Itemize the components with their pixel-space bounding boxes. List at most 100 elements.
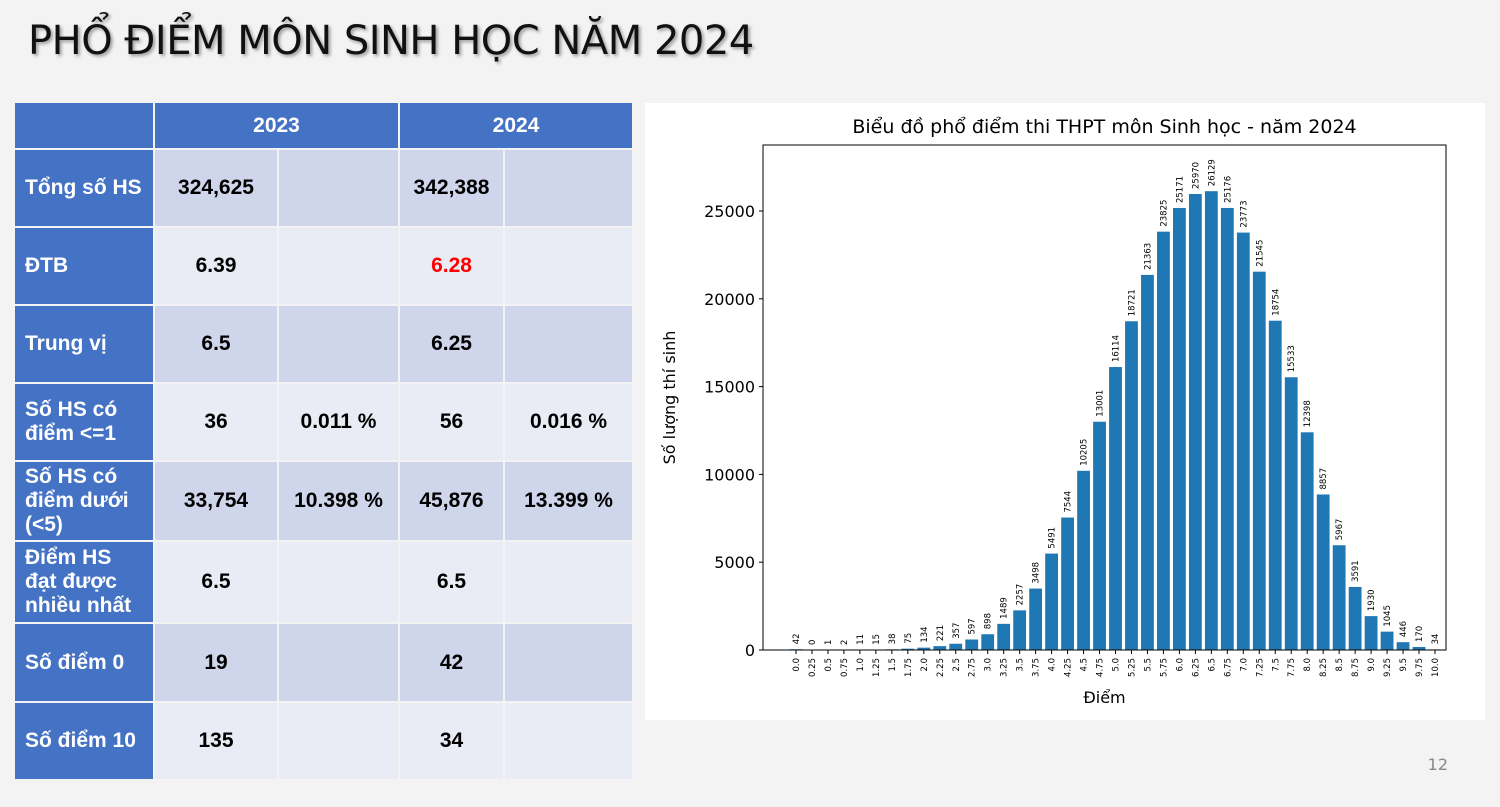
x-tick-label: 3.5 xyxy=(1016,658,1026,672)
bar-value-label: 15533 xyxy=(1287,345,1297,372)
page-number: 12 xyxy=(1427,755,1448,774)
y-tick-label: 15000 xyxy=(704,378,755,397)
row-label: Số điểm 10 xyxy=(15,703,153,779)
y-axis-label: Số lượng thí sinh xyxy=(660,331,679,465)
bar xyxy=(1284,377,1298,650)
bar xyxy=(1125,321,1138,650)
x-tick-label: 4.75 xyxy=(1096,658,1106,677)
value-2024: 34 xyxy=(400,703,503,779)
bar xyxy=(981,634,995,650)
x-tick-label: 7.25 xyxy=(1255,658,1265,677)
value-2023: 36 xyxy=(155,384,277,460)
value-2023: 19 xyxy=(155,624,277,701)
x-tick-label: 5.0 xyxy=(1112,658,1122,672)
x-tick-label: 7.5 xyxy=(1271,658,1281,672)
bar xyxy=(1300,432,1314,650)
table-row: Số HS có điểm <=1 36 0.011 % 56 0.016 % xyxy=(15,384,632,460)
x-tick-label: 8.75 xyxy=(1351,658,1361,677)
bar-value-label: 34 xyxy=(1431,634,1441,645)
bar-value-label: 170 xyxy=(1415,626,1425,642)
bar xyxy=(1157,231,1170,650)
bar-value-label: 357 xyxy=(952,622,962,638)
bar xyxy=(1380,631,1394,650)
value-2024: 342,388 xyxy=(400,150,503,226)
table-row: Số HS có điểm dưới (<5) 33,754 10.398 % 45,… xyxy=(15,462,632,540)
bar-value-label: 898 xyxy=(984,613,994,629)
bar-value-label: 26129 xyxy=(1207,159,1217,186)
x-tick-label: 0.5 xyxy=(824,658,834,672)
x-tick-label: 4.5 xyxy=(1080,658,1090,672)
value-2024: 56 xyxy=(400,384,503,460)
percent-2024 xyxy=(505,306,632,382)
bar xyxy=(1332,545,1346,650)
value-2024: 6.25 xyxy=(400,306,503,382)
percent-2023 xyxy=(279,150,398,226)
x-tick-label: 6.75 xyxy=(1223,658,1233,677)
x-tick-label: 6.25 xyxy=(1191,658,1201,677)
y-tick-label: 5000 xyxy=(714,553,755,572)
y-tick-label: 0 xyxy=(745,641,755,660)
bar-value-label: 1 xyxy=(824,640,834,645)
bar-value-label: 1489 xyxy=(1000,597,1010,619)
percent-2023 xyxy=(279,228,398,304)
bar-value-label: 23825 xyxy=(1159,200,1169,227)
bar-value-label: 25970 xyxy=(1191,162,1201,189)
x-tick-label: 8.0 xyxy=(1303,658,1313,672)
bar-value-label: 597 xyxy=(968,618,978,634)
percent-2023 xyxy=(279,624,398,701)
percent-2024 xyxy=(505,624,632,701)
bar-value-label: 10205 xyxy=(1080,439,1090,466)
bar xyxy=(1364,616,1378,650)
row-label: Điểm HS đạt được nhiều nhất xyxy=(15,542,153,622)
bar xyxy=(1013,610,1027,650)
chart-title: Biểu đồ phổ điểm thi THPT môn Sinh học -… xyxy=(852,116,1356,138)
value-2023: 6.39 xyxy=(155,228,277,304)
x-tick-label: 9.5 xyxy=(1399,658,1409,672)
bar-value-label: 12398 xyxy=(1303,400,1313,427)
page-title: PHỔ ĐIỂM MÔN SINH HỌC NĂM 2024 xyxy=(28,18,754,64)
bar xyxy=(917,647,931,650)
x-tick-label: 10.0 xyxy=(1431,658,1441,677)
percent-2024: 0.016 % xyxy=(505,384,632,460)
bar-value-label: 18721 xyxy=(1127,289,1137,316)
row-label: Số điểm 0 xyxy=(15,624,153,701)
bar xyxy=(949,643,963,650)
bar-value-label: 8857 xyxy=(1319,468,1329,490)
bar-value-label: 18754 xyxy=(1271,289,1281,316)
percent-2024 xyxy=(505,703,632,779)
x-tick-label: 2.25 xyxy=(936,658,946,677)
bar-value-label: 134 xyxy=(920,626,930,642)
value-2024: 42 xyxy=(400,624,503,701)
x-tick-label: 9.25 xyxy=(1383,658,1393,677)
x-tick-label: 5.75 xyxy=(1159,658,1169,677)
bar xyxy=(1204,191,1218,650)
x-tick-label: 1.75 xyxy=(904,658,914,677)
x-tick-label: 9.0 xyxy=(1367,658,1377,672)
x-tick-label: 3.75 xyxy=(1032,658,1042,677)
row-label: Số HS có điểm <=1 xyxy=(15,384,153,460)
x-tick-label: 5.5 xyxy=(1143,658,1153,672)
percent-2024 xyxy=(505,228,632,304)
x-tick-label: 5.25 xyxy=(1127,658,1137,677)
bar-value-label: 2257 xyxy=(1016,584,1026,606)
bar-value-label: 21545 xyxy=(1255,240,1265,267)
value-2023: 135 xyxy=(155,703,277,779)
x-tick-label: 2.75 xyxy=(968,658,978,677)
y-tick-label: 25000 xyxy=(704,202,755,221)
bar-value-label: 25176 xyxy=(1223,176,1233,203)
x-tick-label: 2.0 xyxy=(920,658,930,672)
percent-2024: 13.399 % xyxy=(505,462,632,540)
header-2024: 2024 xyxy=(400,103,632,148)
percent-2023 xyxy=(279,306,398,382)
bar xyxy=(1268,320,1282,650)
table-row: Tổng số HS 324,625 342,388 xyxy=(15,150,632,226)
bar-value-label: 42 xyxy=(792,633,802,644)
bar-value-label: 446 xyxy=(1399,621,1409,637)
bar xyxy=(1252,271,1266,650)
bar xyxy=(997,623,1011,650)
bar-value-label: 5491 xyxy=(1048,527,1058,549)
x-tick-label: 0.25 xyxy=(808,658,818,677)
bar-value-label: 11 xyxy=(856,634,866,645)
x-tick-label: 3.25 xyxy=(1000,658,1010,677)
x-tick-label: 0.75 xyxy=(840,658,850,677)
